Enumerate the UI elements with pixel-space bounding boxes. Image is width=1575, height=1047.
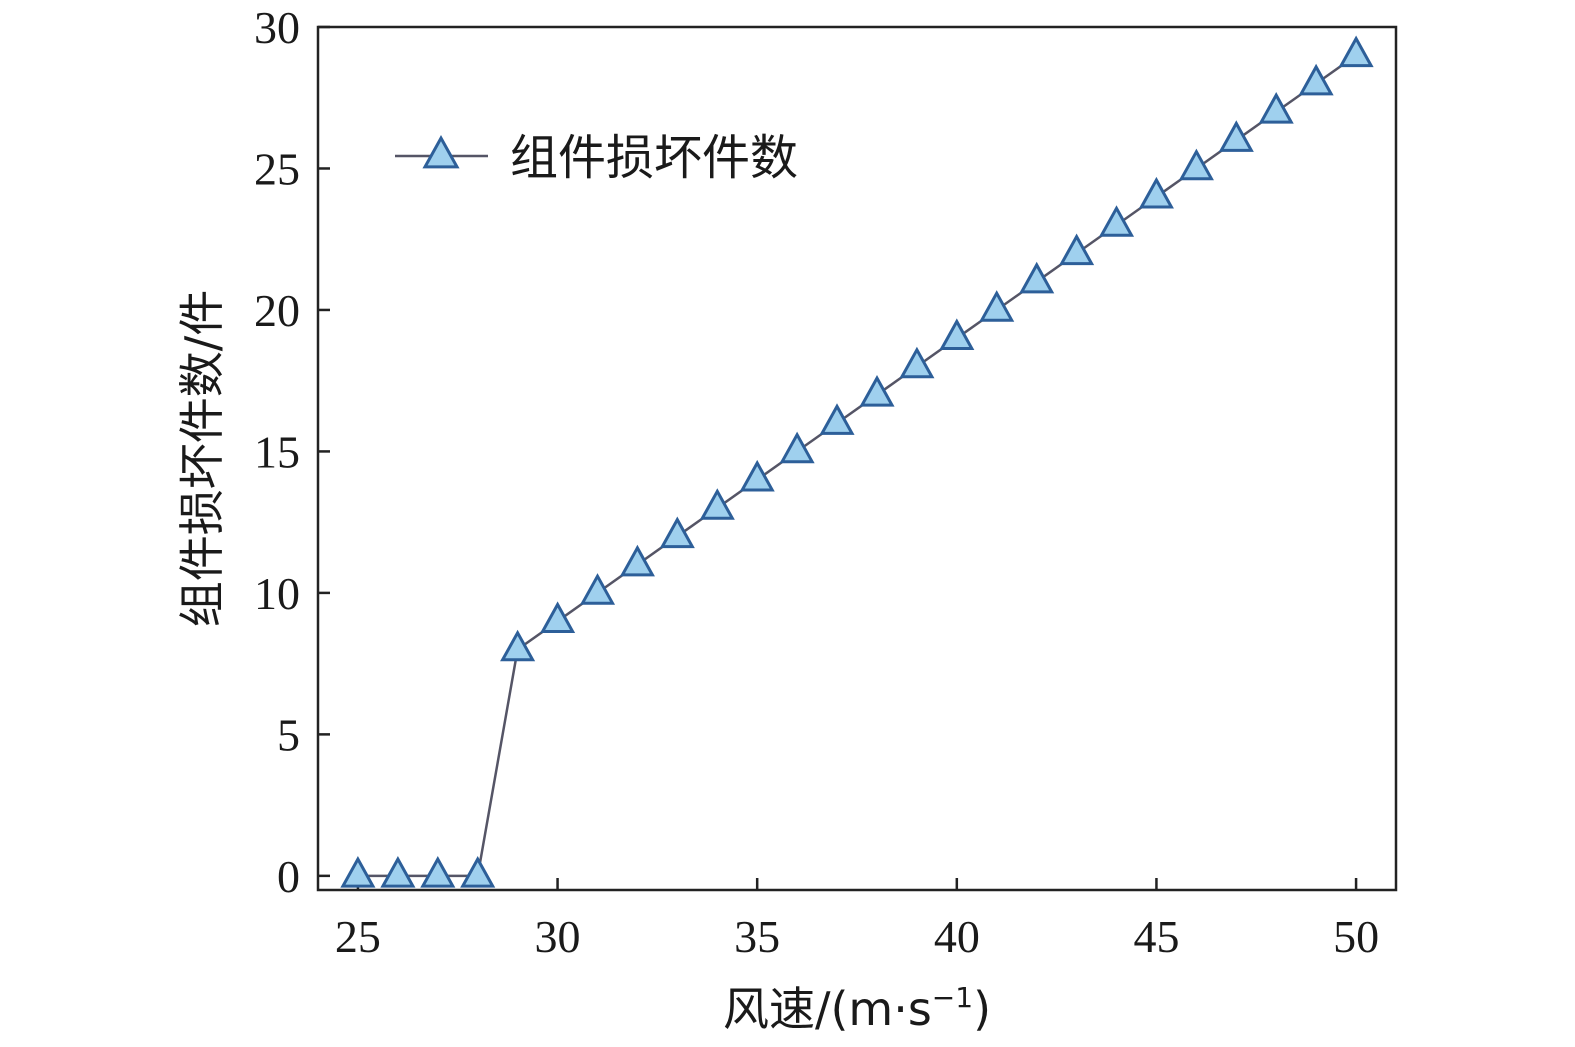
data-point-triangle — [619, 544, 655, 577]
y-tick-label: 15 — [254, 426, 300, 477]
x-axis-title-superscript: −1 — [932, 981, 973, 1014]
data-point-triangle — [500, 629, 536, 662]
y-tick-label: 25 — [254, 143, 300, 194]
data-point-triangle — [979, 290, 1015, 322]
data-point-triangle — [739, 459, 775, 492]
x-axis-title-main: 风速/(m·s — [723, 982, 932, 1036]
legend-triangle-marker — [422, 135, 460, 169]
data-point-triangle — [699, 488, 735, 520]
y-axis-ticks: 0 5 10 15 20 25 30 — [254, 2, 330, 902]
data-point-triangle — [819, 403, 855, 435]
data-point-triangle — [1019, 261, 1055, 294]
data-point-triangle — [1258, 92, 1294, 124]
x-tick-label: 35 — [734, 911, 780, 962]
x-tick-label: 50 — [1333, 911, 1379, 962]
legend-label: 组件损坏件数 — [510, 130, 798, 186]
data-point-triangle — [420, 856, 456, 888]
data-point-triangle — [779, 431, 815, 464]
data-point-triangle — [899, 346, 935, 379]
data-point-triangle — [939, 318, 975, 350]
data-point-triangle — [1098, 205, 1135, 237]
data-point-triangle — [579, 573, 616, 605]
data-point-triangle — [380, 856, 416, 888]
data-point-triangle — [540, 601, 576, 633]
data-point-triangle — [340, 856, 376, 888]
y-tick-label: 30 — [254, 2, 300, 53]
y-axis-title: 组件损坏件数/件 — [175, 290, 229, 628]
series-markers — [340, 35, 1374, 888]
data-point-triangle — [460, 856, 496, 888]
y-tick-label: 5 — [277, 709, 300, 760]
x-tick-label: 25 — [335, 911, 381, 962]
data-point-triangle — [1059, 233, 1095, 266]
data-point-triangle — [1298, 63, 1334, 96]
x-tick-label: 30 — [535, 911, 581, 962]
y-tick-label: 0 — [277, 851, 300, 902]
x-axis-title: 风速/(m·s−1) — [723, 981, 991, 1036]
data-point-triangle — [1218, 120, 1254, 152]
x-tick-label: 45 — [1133, 911, 1179, 962]
legend: 组件损坏件数 — [395, 130, 798, 186]
data-point-triangle — [659, 516, 695, 549]
data-point-triangle — [1138, 176, 1174, 209]
x-tick-label: 40 — [934, 911, 980, 962]
x-axis-title-close: ) — [973, 982, 991, 1036]
y-tick-label: 20 — [254, 285, 300, 336]
x-axis-ticks: 25 30 35 40 45 50 — [335, 878, 1379, 962]
plot-frame — [316, 25, 1398, 892]
data-point-triangle — [1338, 35, 1374, 68]
data-point-triangle — [1178, 148, 1214, 181]
y-tick-label: 10 — [254, 568, 300, 619]
data-point-triangle — [859, 375, 895, 407]
